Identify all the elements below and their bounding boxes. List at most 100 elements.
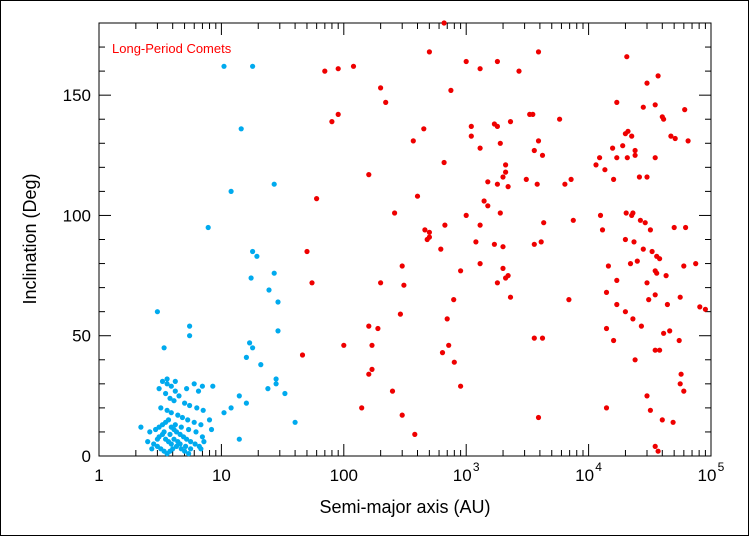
long-period-comet-point: [309, 280, 315, 286]
long-period-comet-point: [702, 306, 709, 312]
long-period-comet-point: [410, 138, 416, 144]
short-period-comet-point: [145, 439, 151, 445]
plot-area: [98, 22, 712, 457]
long-period-comet-point: [421, 126, 427, 132]
long-period-comet-point: [668, 133, 674, 139]
x-tick-exponent: 5: [718, 460, 725, 474]
short-period-comet-point: [147, 429, 153, 435]
short-period-comet-point: [282, 390, 288, 397]
long-period-comet-point: [657, 347, 663, 353]
long-period-comet-point: [681, 263, 687, 269]
long-period-comet-point: [652, 155, 658, 161]
short-period-comet-point: [200, 407, 206, 413]
short-period-comet-point: [159, 378, 166, 384]
short-period-comet-point: [187, 333, 193, 339]
short-period-comet-point: [165, 417, 172, 423]
long-period-comet-point: [500, 265, 506, 271]
long-period-comet-point: [682, 107, 688, 113]
x-axis-label: Semi-major axis (AU): [319, 497, 490, 517]
long-period-comet-point: [568, 176, 574, 182]
short-period-comet-point: [228, 188, 234, 194]
long-period-comet-point: [500, 244, 506, 250]
long-period-comet-point: [646, 297, 652, 303]
long-period-comet-point: [505, 273, 511, 279]
long-period-comet-point: [516, 68, 522, 74]
short-period-comet-point: [185, 417, 191, 423]
long-period-comet-point: [523, 176, 529, 182]
short-period-comet-point: [172, 378, 178, 384]
long-period-comet-point: [335, 66, 341, 72]
long-period-comet-point: [341, 342, 347, 348]
long-period-comet-point: [485, 179, 491, 185]
long-period-comet-point: [603, 289, 610, 295]
long-period-comet-point: [566, 297, 572, 303]
short-period-comet-point: [170, 446, 176, 452]
short-period-comet-point: [175, 412, 181, 418]
long-period-comet-point: [375, 325, 381, 332]
long-period-comet-point: [614, 99, 620, 105]
long-period-comet-point: [632, 147, 638, 154]
long-period-comet-point: [448, 87, 454, 93]
long-period-comet-point: [397, 311, 403, 317]
long-period-comet-point: [530, 111, 536, 117]
y-tick-label: 0: [82, 447, 91, 466]
long-period-comet-point: [659, 417, 665, 423]
long-period-comet-point: [366, 371, 372, 377]
long-period-comet-point: [603, 405, 610, 411]
long-period-comet-point: [562, 181, 568, 187]
long-period-comet-point: [463, 58, 469, 65]
short-period-comet-point: [188, 439, 194, 445]
long-period-comet-point: [655, 73, 661, 79]
short-period-comet-point: [191, 419, 197, 425]
short-period-comet-point: [250, 248, 256, 255]
long-period-comet-point: [500, 174, 506, 180]
long-period-comet-point: [654, 270, 660, 276]
short-period-comet-point: [178, 446, 184, 452]
y-tick-label: 100: [63, 206, 91, 225]
long-period-comet-point: [494, 58, 500, 65]
long-period-comet-point: [401, 282, 407, 288]
short-period-comet-point: [205, 224, 211, 231]
long-period-comet-point: [661, 330, 667, 336]
long-period-comet-point: [622, 309, 629, 315]
long-period-comet-point: [458, 268, 464, 274]
long-period-comet-point: [605, 263, 612, 269]
long-period-comet-point: [671, 224, 677, 231]
short-period-comet-point: [168, 441, 174, 447]
long-period-comet-point: [442, 222, 448, 228]
long-period-comet-point: [446, 342, 452, 348]
short-period-comet-point: [156, 386, 162, 392]
short-period-comet-point: [236, 436, 242, 442]
long-period-comet-point: [638, 323, 645, 329]
short-period-comet-point: [172, 422, 178, 428]
long-period-comet-point: [366, 172, 372, 178]
long-period-comet-point: [614, 155, 620, 161]
long-period-comet-point: [670, 419, 676, 425]
short-period-comet-point: [254, 253, 260, 259]
short-period-comet-point: [236, 393, 242, 399]
short-period-comet-point: [198, 446, 204, 452]
short-period-comet-point: [158, 405, 164, 411]
short-period-comet-point: [195, 388, 202, 394]
long-period-comet-point: [622, 131, 629, 137]
long-period-comet-point: [611, 337, 617, 344]
short-period-comet-point: [250, 345, 256, 351]
short-period-comet-point: [161, 429, 167, 435]
short-period-comet-point: [210, 383, 216, 389]
long-period-comet-point: [494, 280, 500, 286]
long-period-comet-point: [622, 236, 629, 243]
long-period-comet-point: [477, 261, 483, 267]
long-period-comet-point: [644, 174, 650, 180]
long-period-comet-point: [441, 159, 447, 166]
long-period-comet-point: [697, 304, 703, 310]
long-period-comet-point: [299, 352, 306, 358]
long-period-comet-point: [531, 241, 537, 247]
short-period-comet-point: [164, 376, 170, 382]
short-period-comet-point: [208, 426, 215, 433]
long-period-comet-point: [642, 220, 648, 226]
short-period-comet-point: [192, 441, 198, 447]
long-period-comet-point: [329, 119, 335, 125]
short-period-comet-point: [201, 439, 207, 445]
short-period-comet-point: [172, 388, 178, 394]
long-period-comet-point: [458, 383, 464, 389]
